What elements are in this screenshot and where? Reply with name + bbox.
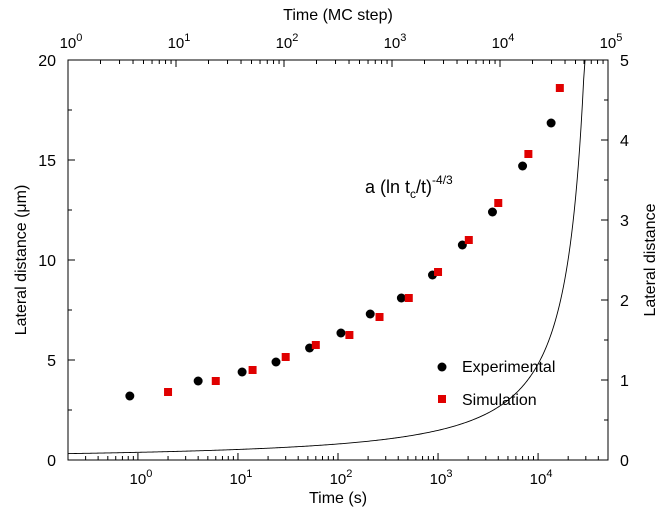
point-experimental xyxy=(237,367,247,377)
point-experimental xyxy=(336,328,346,338)
y2-tick-label: 5 xyxy=(620,53,629,70)
annotation-main: a (ln t xyxy=(365,177,410,197)
legend-label-experimental: Experimental xyxy=(462,359,555,376)
y2-tick-label: 2 xyxy=(620,293,629,310)
legend-marker-experimental xyxy=(437,362,447,372)
axis-ticks xyxy=(67,59,609,461)
point-experimental xyxy=(518,161,528,171)
y-tick-label: 15 xyxy=(38,153,56,170)
point-experimental xyxy=(125,391,135,401)
point-simulation xyxy=(434,268,443,276)
legend-marker-simulation xyxy=(438,395,446,403)
point-experimental xyxy=(271,357,281,367)
x2-axis-title: Time (MC step) xyxy=(283,7,393,24)
x2-tick-label: 103 xyxy=(384,32,407,52)
y-tick-label: 20 xyxy=(38,53,56,70)
x2-tick-label: 104 xyxy=(492,32,515,52)
point-simulation xyxy=(281,353,290,361)
x-tick-label: 100 xyxy=(130,468,153,488)
y-axis-title: Lateral distance (μm) xyxy=(13,185,30,336)
x2-tick-label: 100 xyxy=(60,32,83,52)
fit-annotation: a (ln tc/t)-4/3 xyxy=(365,173,453,201)
point-simulation xyxy=(211,377,220,385)
point-experimental xyxy=(193,376,203,386)
point-simulation xyxy=(311,341,320,349)
y2-tick-label: 3 xyxy=(620,213,629,230)
x2-tick-label: 105 xyxy=(600,32,623,52)
x-tick-label: 102 xyxy=(330,468,353,488)
point-experimental xyxy=(457,240,467,250)
annotation-sup: -4/3 xyxy=(432,173,453,187)
y-tick-label: 10 xyxy=(38,253,56,270)
point-experimental xyxy=(546,118,556,128)
y-tick-label: 0 xyxy=(47,453,56,470)
point-simulation xyxy=(404,294,413,302)
x2-tick-label: 102 xyxy=(276,32,299,52)
point-simulation xyxy=(464,236,473,244)
x-axis-title: Time (s) xyxy=(309,490,367,507)
point-simulation xyxy=(345,331,354,339)
x-tick-label: 101 xyxy=(230,468,253,488)
annotation-rest: /t) xyxy=(416,177,432,197)
y-tick-label: 5 xyxy=(47,353,56,370)
legend-label-simulation: Simulation xyxy=(462,392,537,409)
point-simulation xyxy=(164,388,173,396)
y2-tick-label: 4 xyxy=(620,133,629,150)
data-points xyxy=(125,84,564,401)
y2-tick-label: 1 xyxy=(620,373,629,390)
point-experimental xyxy=(487,207,497,217)
point-experimental xyxy=(365,309,375,319)
x-tick-label: 104 xyxy=(530,468,553,488)
point-simulation xyxy=(248,366,257,374)
annotation-sub: c xyxy=(410,187,416,201)
point-simulation xyxy=(375,313,384,321)
fit-curve xyxy=(67,59,586,455)
fit-curve-layer xyxy=(67,59,586,455)
y2-axis-title: Lateral distance xyxy=(642,203,659,316)
x2-tick-label: 101 xyxy=(168,32,191,52)
x-tick-label: 103 xyxy=(430,468,453,488)
legend: Experimental Simulation xyxy=(437,359,555,409)
point-simulation xyxy=(494,199,503,207)
point-experimental xyxy=(396,293,406,303)
point-simulation xyxy=(524,150,533,158)
y2-tick-label: 0 xyxy=(620,453,629,470)
point-simulation xyxy=(555,84,564,92)
